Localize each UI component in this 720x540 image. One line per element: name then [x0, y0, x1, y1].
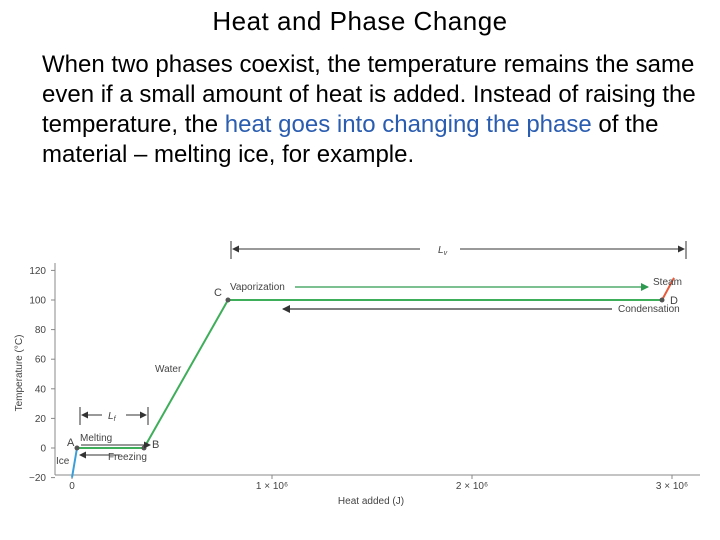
body-text-part1: When two phases coexist, the temperature… [42, 51, 696, 138]
body-text-highlight: heat goes into changing the phase [224, 111, 592, 138]
lf-label: Lf [108, 411, 117, 423]
ice-label: Ice [56, 456, 70, 467]
slide-title: Heat and Phase Change [212, 6, 508, 36]
y-tick-label: −20 [29, 473, 46, 484]
point-b [141, 445, 147, 451]
y-tick-label: 0 [40, 444, 46, 455]
point-c [225, 297, 231, 303]
point-label-c: C [214, 287, 222, 299]
y-axis-label: Temperature (°C) [14, 335, 25, 412]
body-paragraph: When two phases coexist, the temperature… [42, 50, 702, 170]
lv-label: Lv [438, 245, 448, 257]
point-d [659, 297, 665, 303]
y-tick-label: 120 [29, 266, 46, 277]
steam-label: Steam [653, 277, 682, 288]
y-tick-label: 40 [35, 384, 47, 395]
series-line-ice [71, 447, 78, 478]
x-tick-label: 2 × 10⁶ [456, 481, 488, 492]
point-label-d: D [670, 295, 678, 307]
condensation-label: Condensation [618, 304, 680, 315]
water-label: Water [155, 364, 182, 375]
x-tick-label: 0 [69, 481, 75, 492]
y-tick-label: 60 [35, 355, 47, 366]
phase-change-chart: −20 0 20 40 60 80 100 120 0 1 × 10⁶ 2 × 10⁶ 3 × 10⁶… [14, 241, 700, 507]
y-tick-label: 100 [29, 296, 46, 307]
tick-group: −20 0 20 40 60 80 100 120 0 1 × 10⁶ 2 × 10⁶ 3 × 10⁶ [29, 266, 688, 492]
point-a [74, 445, 80, 451]
series-group [71, 277, 675, 478]
series-line-steam [661, 277, 675, 301]
vaporization-label: Vaporization [230, 282, 285, 293]
point-label-a: A [67, 437, 75, 449]
x-tick-label: 3 × 10⁶ [656, 481, 688, 492]
y-tick-label: 20 [35, 414, 47, 425]
x-tick-label: 1 × 10⁶ [256, 481, 288, 492]
freezing-label: Freezing [108, 452, 147, 463]
y-tick-label: 80 [35, 325, 47, 336]
point-label-b: B [152, 439, 159, 451]
x-axis-label: Heat added (J) [338, 496, 404, 507]
series-line-water [143, 299, 229, 449]
body-text-part2: of the material – melting ice, for examp… [42, 111, 659, 168]
melting-label: Melting [80, 433, 112, 444]
